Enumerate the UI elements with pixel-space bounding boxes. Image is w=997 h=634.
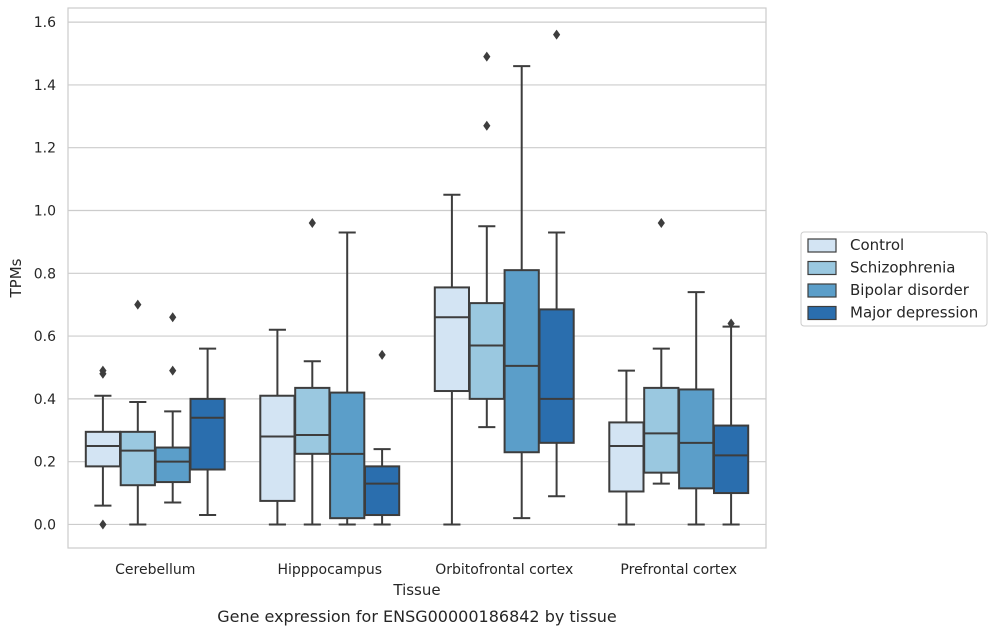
- box-cerebellum-bipolar-disorder: [154, 312, 191, 504]
- box-orbitofrontal-cortex-major-depression: [538, 29, 575, 498]
- x-tick-label-hipppocampus: Hipppocampus: [277, 562, 382, 578]
- iqr-box: [189, 397, 226, 471]
- legend-label: Major depression: [850, 304, 978, 322]
- iqr-box: [363, 465, 401, 517]
- y-tick-labels: 0.0 0.2 0.4 0.6 0.8 1.0 1.2 1.4 1.6: [34, 15, 56, 533]
- box-orbitofrontal-cortex-control: [433, 193, 471, 526]
- figure-caption: Gene expression for ENSG00000186842 by t…: [217, 607, 617, 626]
- y-tick-label: 0.2: [34, 455, 56, 471]
- y-tick-label: 0.8: [34, 266, 56, 282]
- iqr-box: [503, 269, 540, 454]
- outlier-point: [657, 218, 665, 229]
- box-prefrontal-cortex-control: [608, 369, 645, 526]
- outlier-point: [308, 218, 316, 229]
- y-tick-label: 0.0: [34, 517, 56, 533]
- legend-frame: [800, 231, 988, 327]
- outlier-point: [99, 519, 107, 530]
- iqr-box: [433, 286, 471, 393]
- y-tick-label: 1.2: [34, 141, 56, 157]
- outlier-point: [169, 365, 177, 376]
- y-tick-label: 1.6: [34, 15, 56, 31]
- y-tick-label: 1.0: [34, 204, 56, 220]
- box-cerebellum-control: [84, 365, 122, 530]
- y-tick-label: 1.4: [34, 78, 56, 94]
- box-cerebellum-major-depression: [189, 347, 226, 517]
- y-axis-title: TPMs: [7, 258, 25, 298]
- y-tick-label: 0.6: [34, 329, 56, 345]
- iqr-box: [712, 424, 750, 495]
- outlier-point: [134, 299, 142, 310]
- box-prefrontal-cortex-major-depression: [712, 318, 750, 526]
- iqr-box: [678, 388, 715, 490]
- box-orbitofrontal-cortex-schizophrenia: [468, 51, 505, 429]
- x-tick-labels: Cerebellum Hipppocampus Orbitofrontal cort…: [115, 562, 737, 578]
- legend-label: Bipolar disorder: [850, 281, 970, 299]
- outlier-point: [378, 349, 386, 360]
- x-tick-label-cerebellum: Cerebellum: [115, 562, 195, 578]
- box-hipppocampus-schizophrenia: [294, 218, 331, 526]
- legend-item-schizophrenia: Schizophrenia: [807, 259, 955, 277]
- iqr-box: [608, 421, 645, 493]
- x-tick-label-prefrontal-cortex: Prefrontal cortex: [620, 562, 737, 578]
- legend: Control Schizophrenia Bipolar disorder Majo…: [800, 231, 988, 327]
- iqr-box: [259, 394, 296, 502]
- outlier-point: [99, 365, 107, 376]
- legend-label: Schizophrenia: [850, 259, 955, 277]
- legend-swatch: [807, 283, 837, 298]
- legend-item-major-depression: Major depression: [807, 304, 978, 322]
- box-orbitofrontal-cortex-bipolar-disorder: [503, 65, 540, 520]
- legend-item-control: Control: [807, 236, 904, 254]
- legend-swatch: [807, 238, 837, 253]
- iqr-box: [84, 430, 122, 468]
- legend-swatch: [807, 305, 837, 321]
- box-prefrontal-cortex-schizophrenia: [643, 218, 680, 485]
- iqr-box: [294, 386, 331, 455]
- x-tick-label-orbitofrontal-cortex: Orbitofrontal cortex: [435, 562, 573, 578]
- iqr-box: [119, 430, 156, 487]
- iqr-box: [154, 446, 191, 484]
- iqr-box: [468, 302, 505, 400]
- iqr-box: [538, 308, 575, 444]
- outlier-point: [727, 318, 735, 329]
- box-hipppocampus-bipolar-disorder: [329, 231, 366, 526]
- legend-swatch: [807, 260, 837, 276]
- x-axis-title: Tissue: [392, 581, 440, 599]
- legend-item-bipolar-disorder: Bipolar disorder: [807, 281, 970, 299]
- outlier-point: [483, 51, 491, 62]
- outlier-point: [483, 120, 491, 131]
- box-prefrontal-cortex-bipolar-disorder: [678, 291, 715, 526]
- iqr-box: [643, 386, 680, 474]
- box-hipppocampus-control: [259, 328, 296, 526]
- outlier-point: [553, 29, 561, 40]
- iqr-box: [329, 391, 366, 520]
- outlier-point: [169, 312, 177, 323]
- box-hipppocampus-major-depression: [363, 349, 401, 526]
- legend-label: Control: [850, 236, 904, 254]
- box-plots: [84, 29, 750, 530]
- y-tick-label: 0.4: [34, 392, 56, 408]
